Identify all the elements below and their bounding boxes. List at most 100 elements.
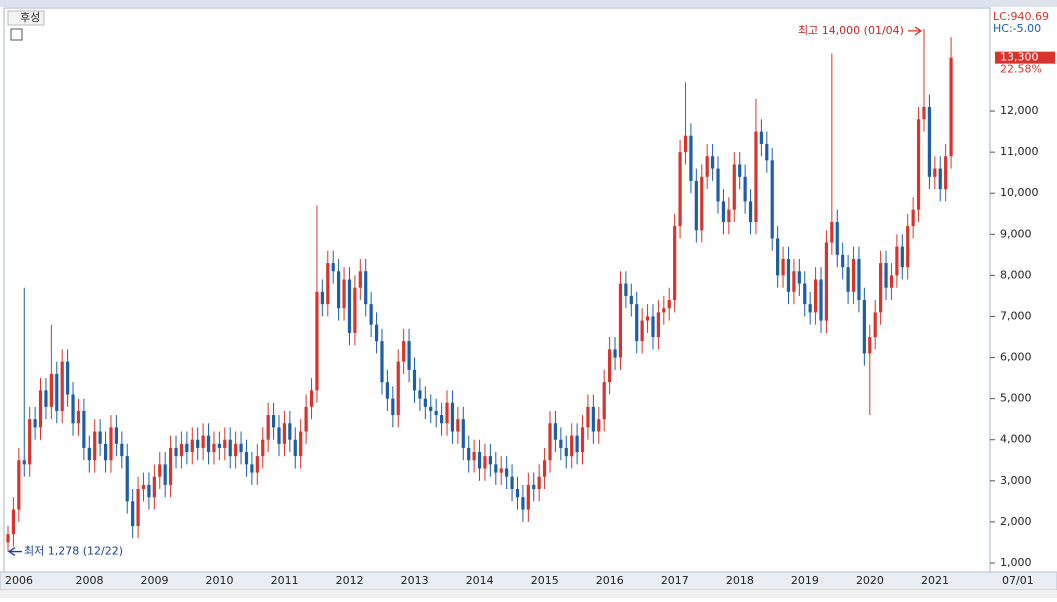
y-tick-label: 5,000	[1000, 392, 1032, 405]
candle-body	[169, 447, 173, 485]
candle-body	[700, 176, 704, 231]
candle-body	[228, 439, 232, 457]
indicator: LC:940.69	[993, 10, 1049, 23]
x-tick-label: 2009	[141, 574, 169, 587]
candle-body	[949, 57, 953, 157]
candle-body	[879, 263, 883, 313]
candle-body	[553, 423, 558, 440]
candle-body	[792, 271, 796, 292]
candle-body	[271, 415, 276, 428]
candle-body	[656, 312, 660, 338]
candle-body	[364, 271, 368, 305]
y-tick-label: 1,000	[1000, 556, 1032, 569]
candle-body	[374, 324, 379, 342]
candle-body	[82, 410, 86, 448]
candle-body	[28, 419, 32, 465]
indicator: HC:-5.00	[993, 22, 1041, 35]
candle-body	[66, 361, 70, 395]
x-tick-label: 2006	[5, 574, 33, 587]
candle-body	[732, 164, 736, 210]
candle-body	[17, 460, 21, 510]
candle-body	[765, 143, 769, 161]
low-arrow	[7, 547, 22, 557]
chart-title: 후성	[20, 11, 40, 24]
candle-body	[353, 287, 357, 333]
candle-body	[705, 156, 709, 177]
y-tick-label: 4,000	[1000, 433, 1032, 446]
candle-body	[217, 443, 221, 448]
candle-body	[629, 295, 633, 305]
candle-body	[429, 406, 433, 411]
candle-body	[440, 415, 444, 424]
candle-body	[494, 464, 498, 473]
candle-body	[884, 263, 888, 288]
candle-body	[277, 427, 281, 444]
candle-body	[505, 468, 509, 477]
plot-area	[3, 7, 991, 573]
candle-body	[163, 464, 167, 485]
candle-body	[797, 271, 801, 284]
x-tick-label: 2011	[271, 574, 299, 587]
candle-body	[418, 390, 422, 399]
candle-body	[190, 439, 194, 453]
candle-body	[103, 443, 108, 461]
last-price-label: 13,300	[1000, 51, 1039, 64]
x-tick-label: 2008	[75, 574, 103, 587]
high-arrow	[907, 26, 923, 36]
x-tick-label: 2018	[726, 574, 754, 587]
candle-body	[315, 291, 319, 391]
candle-body	[635, 304, 639, 342]
candle-body	[683, 135, 688, 153]
candle-body	[819, 279, 823, 321]
candle-body	[938, 168, 942, 190]
candle-body	[158, 464, 162, 477]
candle-body	[299, 431, 303, 457]
x-tick-label: 2021	[921, 574, 949, 587]
candle-body	[114, 427, 118, 444]
candle-body	[813, 279, 818, 313]
candle-body	[120, 443, 124, 457]
low-annotation: 최저 1,278 (12/22)	[24, 545, 123, 558]
candle-body	[841, 254, 845, 268]
candle-body	[369, 304, 373, 325]
candle-body	[906, 226, 910, 268]
candle-body	[786, 258, 791, 292]
x-tick-label: 2014	[466, 574, 494, 587]
candle-body	[900, 246, 904, 268]
candle-body	[597, 419, 601, 432]
candle-body	[282, 423, 287, 444]
candle-body	[380, 341, 384, 383]
candle-body	[412, 369, 417, 391]
candle-body	[456, 419, 460, 432]
candle-body	[385, 382, 389, 399]
y-tick-label: 11,000	[1000, 145, 1039, 158]
candle-body	[678, 152, 682, 227]
candle-body	[916, 119, 921, 210]
candle-body	[44, 390, 48, 407]
x-tick-label: 2010	[206, 574, 234, 587]
candle-body	[803, 283, 807, 305]
candle-body	[331, 263, 335, 272]
candle-body	[613, 349, 617, 358]
candle-body	[450, 402, 455, 432]
candle-body	[391, 398, 395, 416]
candle-body	[293, 439, 297, 457]
x-tick-label: 2020	[856, 574, 884, 587]
candle-body	[591, 406, 595, 432]
candle-body	[651, 316, 655, 338]
candle-body	[895, 246, 899, 276]
candle-body	[147, 484, 151, 498]
candle-body	[244, 452, 249, 465]
candle-body	[125, 456, 129, 502]
candle-body	[234, 443, 238, 457]
candle-body	[131, 501, 135, 526]
candle-body	[944, 156, 948, 190]
candle-body	[445, 402, 449, 424]
x-tick-label: 2013	[401, 574, 429, 587]
candle-body	[33, 419, 37, 428]
candle-body	[434, 410, 438, 416]
candle-body	[727, 209, 731, 222]
candle-body	[532, 484, 536, 490]
candle-body	[711, 156, 715, 169]
